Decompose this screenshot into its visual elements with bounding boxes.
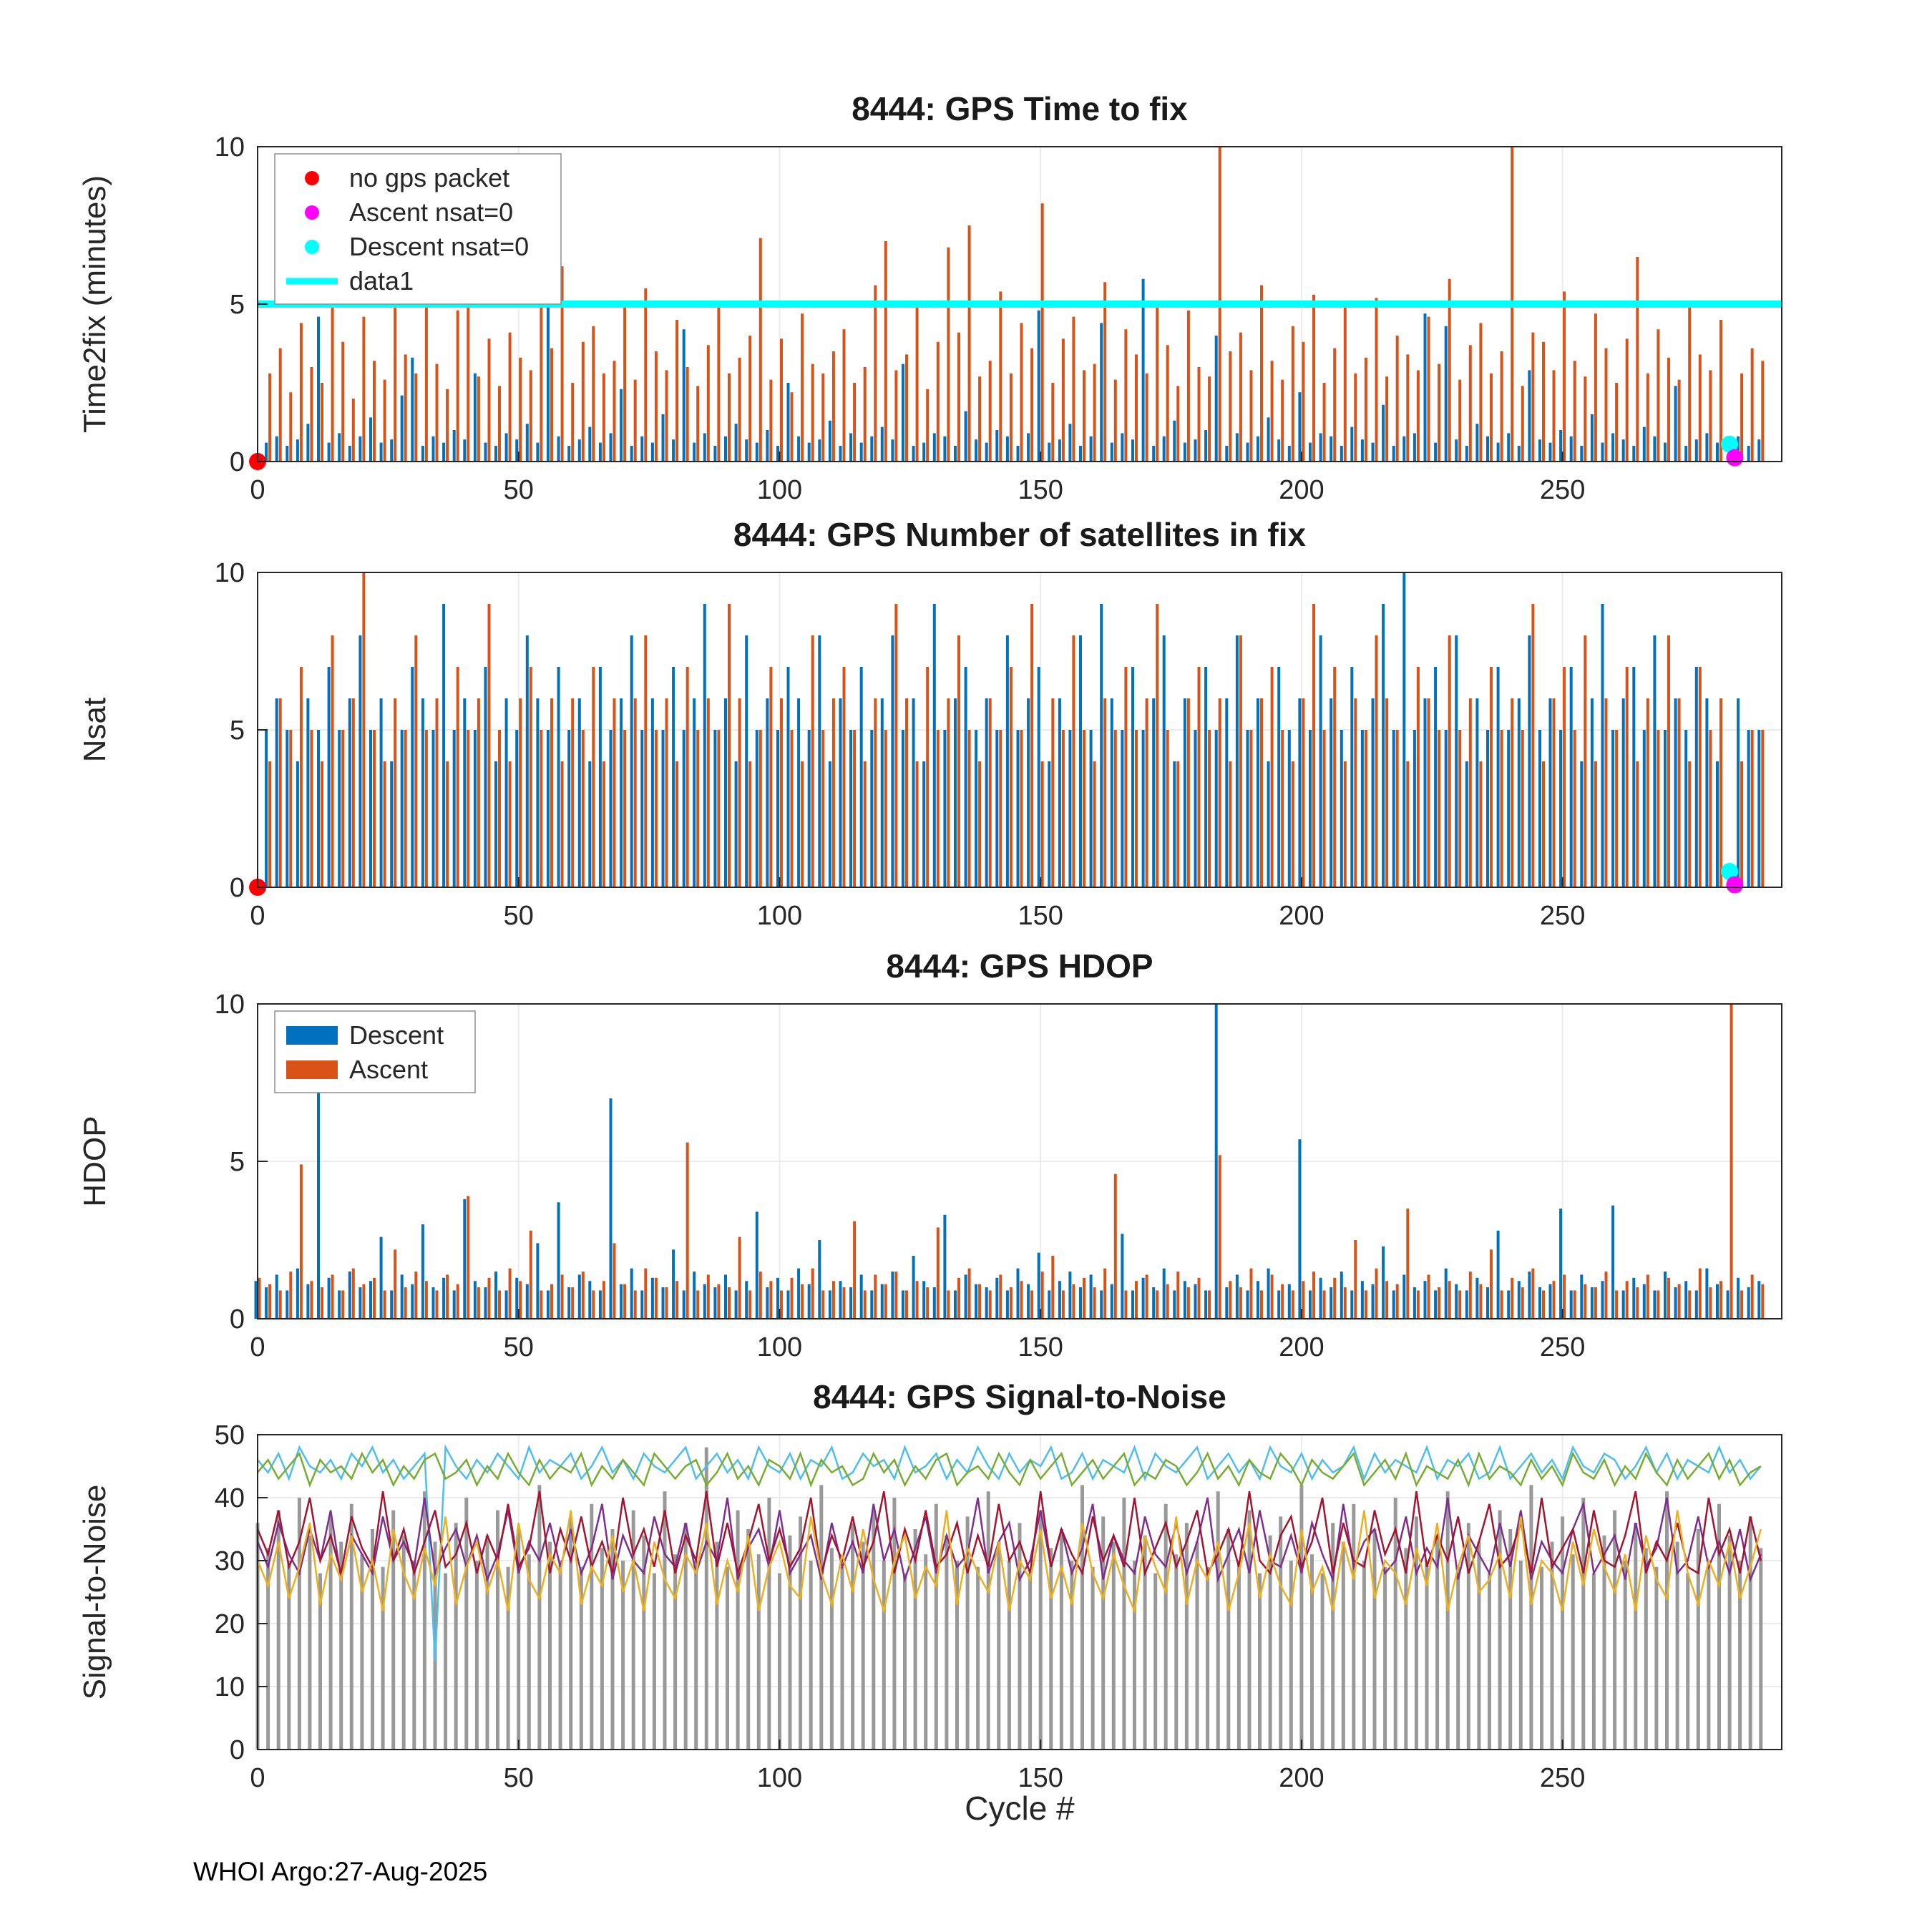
- line-sat-5: [256, 1510, 1762, 1615]
- gridlines: [258, 1004, 1782, 1319]
- axes: [257, 1434, 1782, 1750]
- svg-text:200: 200: [1279, 475, 1324, 505]
- svg-text:100: 100: [757, 1332, 802, 1362]
- svg-text:5: 5: [230, 716, 245, 746]
- bars-Ascent: [258, 1004, 1765, 1319]
- tick-labels: 0 50 100 150 200 250 0 5 10: [215, 990, 1586, 1362]
- xlabel-cycle: Cycle #: [965, 1790, 1075, 1827]
- svg-text:50: 50: [504, 1332, 534, 1362]
- svg-text:200: 200: [1279, 901, 1324, 931]
- svg-text:150: 150: [1018, 475, 1063, 505]
- svg-text:Descent nsat=0: Descent nsat=0: [349, 232, 529, 261]
- gridlines: [258, 572, 1782, 887]
- svg-text:0: 0: [250, 1763, 265, 1793]
- marker-descent-nsat0: [1721, 863, 1739, 880]
- bars-Ascent: [268, 572, 1765, 887]
- footer-text: WHOI Argo:27-Aug-2025: [193, 1857, 488, 1886]
- svg-text:0: 0: [250, 901, 265, 931]
- legend: Descent Ascent: [274, 1010, 476, 1093]
- svg-text:250: 250: [1540, 1763, 1585, 1793]
- svg-text:150: 150: [1018, 1332, 1063, 1362]
- svg-text:250: 250: [1540, 475, 1585, 505]
- svg-text:5: 5: [230, 290, 245, 320]
- svg-text:50: 50: [504, 1763, 534, 1793]
- line-sat-1: [257, 1444, 1762, 1662]
- plot-title-nsat: 8444: GPS Number of satellites in fix: [733, 516, 1307, 553]
- tick-labels: 0 50 100 150 200 250 0 5 10: [215, 558, 1586, 931]
- svg-text:5: 5: [230, 1147, 245, 1177]
- tick-labels: 0 50 100 150 200 250 0 5 10: [215, 132, 1586, 505]
- svg-text:50: 50: [504, 475, 534, 505]
- plot-area-nsat: 0 50 100 150 200 250 0 5 10: [215, 558, 1782, 931]
- legend: no gps packet Ascent nsat=0 Descent nsat=0…: [274, 153, 562, 305]
- svg-text:0: 0: [250, 475, 265, 505]
- svg-text:no gps packet: no gps packet: [349, 163, 509, 192]
- axes: [257, 1003, 1782, 1319]
- svg-text:40: 40: [215, 1483, 245, 1513]
- ylabel-nsat: Nsat: [77, 697, 112, 763]
- plot-title-snr: 8444: GPS Signal-to-Noise: [813, 1378, 1226, 1415]
- svg-text:0: 0: [230, 873, 245, 903]
- svg-text:250: 250: [1540, 901, 1585, 931]
- bars-Descent: [265, 572, 1761, 887]
- bars-Descent: [265, 278, 1761, 462]
- svg-text:data1: data1: [349, 266, 414, 296]
- svg-text:0: 0: [230, 1735, 245, 1765]
- marker-ascent-nsat0: [1726, 449, 1744, 467]
- plot-area-snr: 0 50 100 150 200 250 0 10 20 30 40 50: [215, 1420, 1782, 1793]
- ylabel-time2fix: Time2fix (minutes): [77, 175, 112, 434]
- bars-snr-bars: [255, 1447, 1763, 1750]
- ylabel-snr: Signal-to-Noise: [77, 1484, 112, 1700]
- svg-text:Ascent nsat=0: Ascent nsat=0: [349, 197, 513, 227]
- svg-text:Descent: Descent: [349, 1020, 444, 1050]
- ylabel-hdop: HDOP: [77, 1116, 112, 1207]
- tick-labels: 0 50 100 150 200 250 0 10 20 30 40 50: [215, 1420, 1586, 1793]
- axes: [257, 572, 1782, 888]
- svg-text:150: 150: [1018, 1763, 1063, 1793]
- svg-text:50: 50: [504, 901, 534, 931]
- line-sat-2: [257, 1450, 1762, 1488]
- line-sat-3: [256, 1497, 1762, 1584]
- svg-text:20: 20: [215, 1609, 245, 1639]
- svg-text:0: 0: [250, 1332, 265, 1362]
- svg-text:Ascent: Ascent: [349, 1055, 428, 1084]
- svg-text:100: 100: [757, 1763, 802, 1793]
- marker-descent-nsat0: [1721, 435, 1739, 453]
- plot-area-time2fix: 0 50 100 150 200 250 0 5 10 no gps packet Ascent n…: [215, 132, 1782, 505]
- axes: [257, 146, 1782, 462]
- svg-text:100: 100: [757, 475, 802, 505]
- bars-Descent: [254, 1004, 1761, 1319]
- svg-text:10: 10: [215, 990, 245, 1020]
- svg-text:150: 150: [1018, 901, 1063, 931]
- bars-Ascent: [268, 147, 1765, 462]
- svg-text:10: 10: [215, 1672, 245, 1702]
- svg-text:0: 0: [230, 1304, 245, 1335]
- svg-text:100: 100: [757, 901, 802, 931]
- svg-text:10: 10: [215, 132, 245, 162]
- svg-text:200: 200: [1279, 1763, 1324, 1793]
- plot-area-hdop: 0 50 100 150 200 250 0 5 10 Descent Ascent: [215, 990, 1782, 1362]
- svg-text:30: 30: [215, 1546, 245, 1576]
- plot-title-time2fix: 8444: GPS Time to fix: [852, 90, 1188, 127]
- line-sat-4: [256, 1491, 1762, 1577]
- svg-text:250: 250: [1540, 1332, 1585, 1362]
- svg-text:200: 200: [1279, 1332, 1324, 1362]
- plot-title-hdop: 8444: GPS HDOP: [886, 947, 1153, 985]
- svg-text:50: 50: [215, 1420, 245, 1450]
- svg-text:10: 10: [215, 558, 245, 588]
- svg-text:0: 0: [230, 447, 245, 477]
- marker-ascent-nsat0: [1726, 876, 1744, 894]
